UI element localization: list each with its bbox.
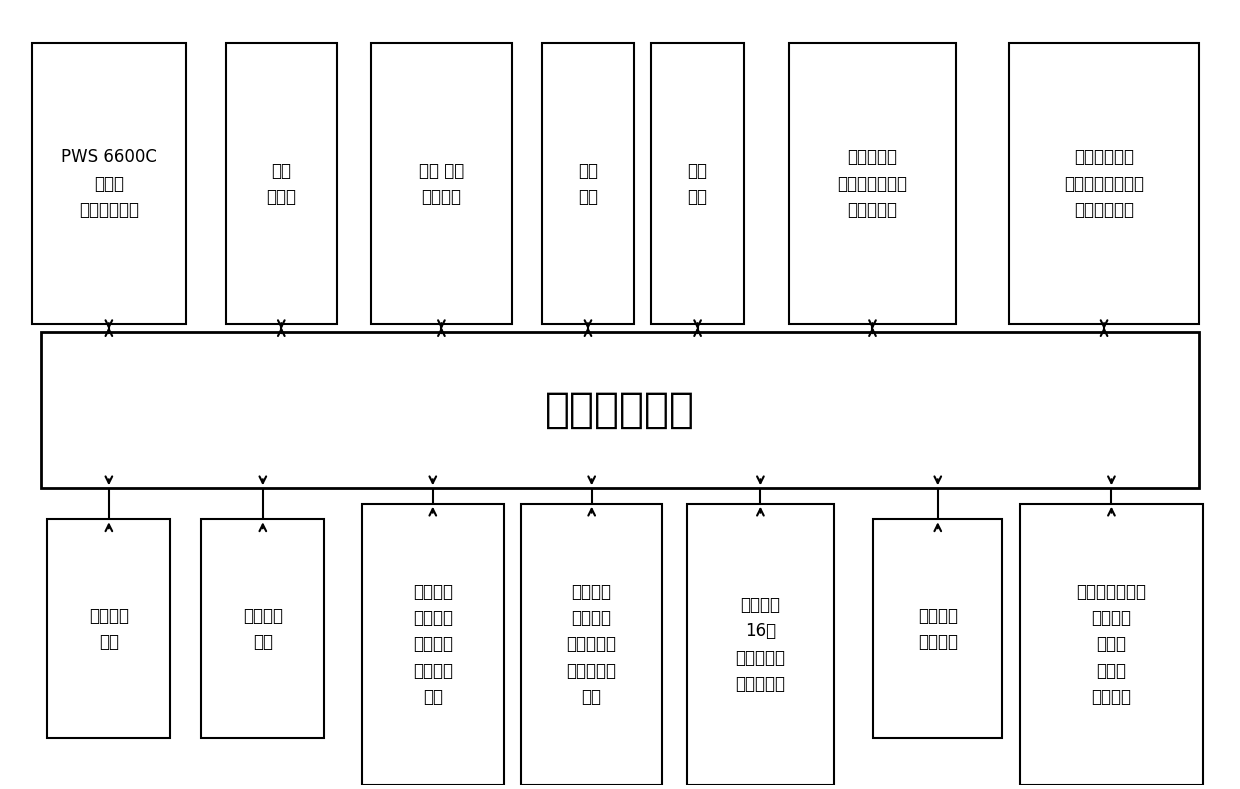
FancyBboxPatch shape <box>362 504 503 785</box>
Text: 上位
计算机: 上位 计算机 <box>267 162 296 206</box>
FancyBboxPatch shape <box>32 43 186 324</box>
Text: 层中
调节: 层中 调节 <box>578 162 598 206</box>
Text: 中途停车
无缝对接: 中途停车 无缝对接 <box>918 607 957 651</box>
FancyBboxPatch shape <box>201 519 325 738</box>
Text: 主轴 罗拉
同步控制: 主轴 罗拉 同步控制 <box>419 162 464 206</box>
Text: 启动过程
16秒
进入高速卷
绕成形控制: 启动过程 16秒 进入高速卷 绕成形控制 <box>735 596 785 693</box>
FancyBboxPatch shape <box>790 43 956 324</box>
FancyBboxPatch shape <box>521 504 662 785</box>
Text: 可编程控制器: 可编程控制器 <box>546 389 694 431</box>
Text: 在纱线路径中
无任何添加元件的
在线张力检测: 在纱线路径中 无任何添加元件的 在线张力检测 <box>1064 148 1145 219</box>
Text: 根据钗领
板位置和
升降次数
进行螺距
控制: 根据钗领 板位置和 升降次数 进行螺距 控制 <box>413 582 453 706</box>
Text: 电子凸钉
成形: 电子凸钉 成形 <box>89 607 129 651</box>
FancyBboxPatch shape <box>651 43 744 324</box>
Text: PWS 6600C
触摸屏
（人机界面）: PWS 6600C 触摸屏 （人机界面） <box>61 148 156 219</box>
Text: 生头过程
智能控制
体现多电机
传动的最佳
匹配: 生头过程 智能控制 体现多电机 传动的最佳 匹配 <box>567 582 616 706</box>
FancyBboxPatch shape <box>226 43 337 324</box>
FancyBboxPatch shape <box>47 519 170 738</box>
FancyBboxPatch shape <box>542 43 634 324</box>
Text: 电子凸轮
成形: 电子凸轮 成形 <box>243 607 283 651</box>
FancyBboxPatch shape <box>371 43 512 324</box>
Text: 整机同步、协调
智能控制
知识库
数据库
推理机构: 整机同步、协调 智能控制 知识库 数据库 推理机构 <box>1076 582 1147 706</box>
FancyBboxPatch shape <box>687 504 835 785</box>
FancyBboxPatch shape <box>41 332 1199 488</box>
Text: 恒张力纺纱
（模型参考张力
闭环控制）: 恒张力纺纱 （模型参考张力 闭环控制） <box>837 148 908 219</box>
Text: 层间
调节: 层间 调节 <box>688 162 708 206</box>
FancyBboxPatch shape <box>1008 43 1199 324</box>
FancyBboxPatch shape <box>873 519 1002 738</box>
FancyBboxPatch shape <box>1021 504 1203 785</box>
